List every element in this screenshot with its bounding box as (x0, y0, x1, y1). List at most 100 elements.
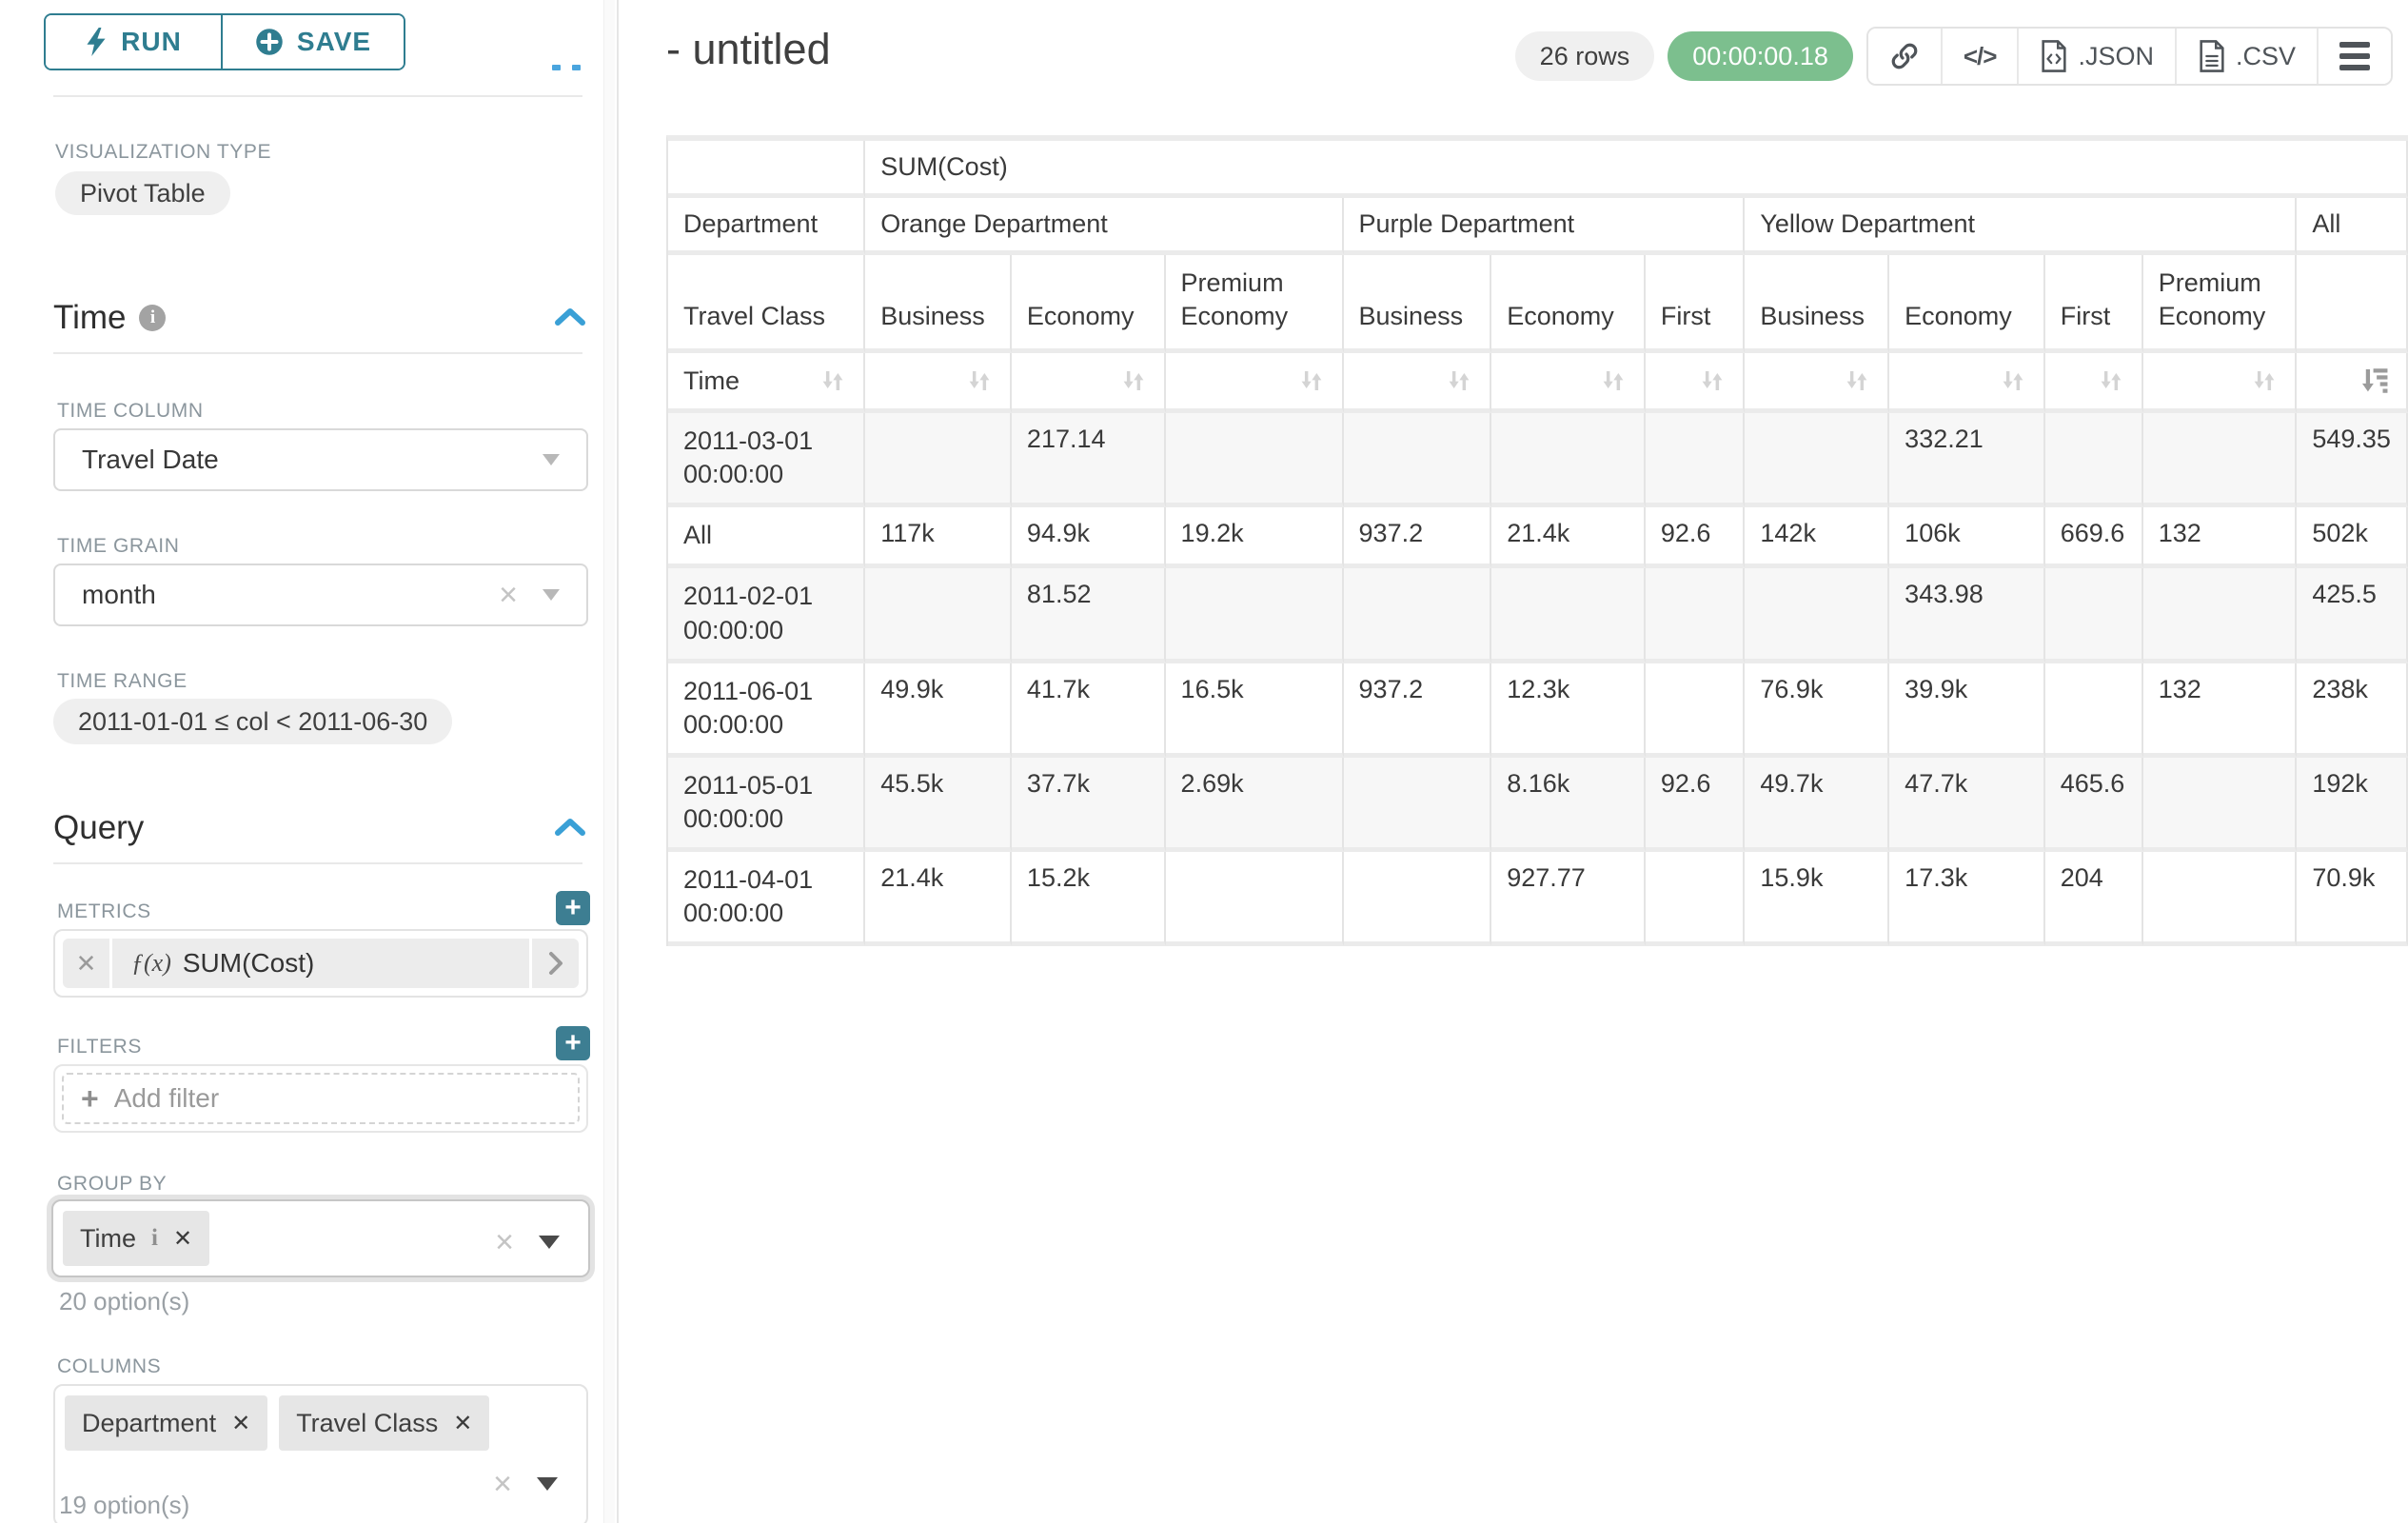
caret-down-icon[interactable] (539, 1236, 560, 1249)
panel-scrollbar[interactable] (603, 0, 615, 1523)
sort-icon[interactable] (1842, 366, 1872, 396)
pivot-value-cell (1165, 413, 1344, 508)
sort-icon[interactable] (1998, 366, 2028, 396)
pivot-column-header: Business (1745, 255, 1890, 354)
sort-icon[interactable] (1598, 366, 1628, 396)
chevron-up-icon[interactable] (554, 307, 586, 327)
pivot-value-cell: 76.9k (1745, 663, 1890, 758)
query-section-header[interactable]: Query (53, 809, 144, 847)
time-grain-select[interactable]: month × (53, 564, 588, 626)
share-link-button[interactable] (1867, 29, 1943, 84)
dimension-tag[interactable]: Department ✕ (65, 1395, 268, 1451)
sort-icon[interactable] (1118, 366, 1149, 396)
pivot-value-cell (2142, 757, 2298, 853)
time-grain-value: month (82, 580, 156, 609)
chart-title[interactable]: - untitled (666, 25, 831, 73)
export-csv-button[interactable]: .CSV (2176, 29, 2319, 84)
export-button-group: </> .JSON .CSV (1865, 27, 2393, 86)
add-filter-button[interactable]: + Add filter (62, 1073, 580, 1124)
pivot-table-row: 2011-06-01 00:00:00 49.9k 41.7k 16.5k 937.2 1… (668, 663, 2408, 758)
remove-tag-icon[interactable]: ✕ (231, 1410, 251, 1436)
remove-tag-icon[interactable]: ✕ (172, 1225, 193, 1252)
pivot-value-cell: 937.2 (1343, 663, 1492, 758)
sort-desc-icon[interactable] (2359, 365, 2391, 397)
pivot-value-cell: 192k (2297, 757, 2408, 853)
csv-button-label: .CSV (2235, 41, 2296, 70)
dimension-tag[interactable]: Travel Class ✕ (279, 1395, 490, 1451)
remove-tag-icon[interactable]: ✕ (453, 1410, 473, 1436)
pivot-row-header: 2011-05-01 00:00:00 (668, 757, 866, 853)
save-button-label: SAVE (296, 27, 372, 56)
pivot-row-header: 2011-02-01 00:00:00 (668, 568, 866, 663)
pivot-value-cell: 332.21 (1889, 413, 2045, 508)
pivot-value-cell: 343.98 (1889, 568, 2045, 663)
pivot-value-cell: 92.6 (1645, 507, 1746, 569)
pivot-sort-cell (1165, 353, 1344, 414)
header-toolbar: 26 rows 00:00:00.18 </> (1514, 27, 2393, 86)
info-icon[interactable]: i (139, 305, 167, 331)
more-options-button[interactable] (2319, 29, 2391, 84)
clear-icon[interactable]: × (493, 1466, 512, 1502)
pivot-rows-dimension-label: Time (668, 353, 866, 414)
viz-type-label: VISUALIZATION TYPE (55, 141, 272, 163)
chevron-up-icon[interactable] (554, 817, 586, 838)
pivot-value-cell: 217.14 (1011, 413, 1166, 508)
time-column-select[interactable]: Travel Date (53, 428, 588, 491)
chevron-right-icon[interactable] (529, 939, 579, 988)
pivot-table-row: 2011-04-01 00:00:00 21.4k 15.2k 927.77 15.9k… (668, 852, 2408, 947)
pivot-value-cell: 21.4k (865, 852, 1012, 947)
tag-label: Department (82, 1408, 217, 1437)
sort-icon[interactable] (1697, 366, 1727, 396)
info-icon[interactable]: i (151, 1225, 158, 1251)
pivot-value-cell: 92.6 (1645, 757, 1746, 853)
caret-down-icon (543, 454, 560, 465)
sort-icon[interactable] (2096, 366, 2126, 396)
divider (53, 862, 582, 864)
pivot-sort-cell (1889, 353, 2045, 414)
panel-handle-dot (552, 65, 561, 70)
clear-icon[interactable]: × (499, 577, 518, 613)
dimension-tag[interactable]: Time i ✕ (63, 1211, 210, 1266)
metric-pill[interactable]: ✕ ƒ(x) SUM(Cost) (63, 939, 579, 988)
pivot-table-row: 2011-05-01 00:00:00 45.5k 37.7k 2.69k 8.16k 9… (668, 757, 2408, 853)
pivot-sort-cell (1343, 353, 1492, 414)
query-timer-badge: 00:00:00.18 (1668, 31, 1853, 81)
sort-icon[interactable] (1444, 366, 1474, 396)
metrics-container: ✕ ƒ(x) SUM(Cost) (53, 929, 588, 998)
pivot-sort-cell (2142, 353, 2298, 414)
pivot-value-cell: 16.5k (1165, 663, 1344, 758)
clear-icon[interactable]: × (495, 1224, 514, 1260)
pivot-table-grid: SUM(Cost) Department Orange Department Purp… (666, 135, 2408, 947)
metric-label[interactable]: ƒ(x) SUM(Cost) (112, 939, 529, 988)
pivot-value-cell: 12.3k (1491, 663, 1646, 758)
tag-label: Time (80, 1223, 136, 1253)
pivot-value-cell: 669.6 (2044, 507, 2143, 569)
sort-icon[interactable] (1296, 366, 1327, 396)
export-json-button[interactable]: .JSON (2019, 29, 2177, 84)
divider (53, 352, 582, 354)
pivot-sort-cell (1011, 353, 1166, 414)
group-by-tags: Time i ✕ (63, 1211, 210, 1266)
columns-options-note: 19 option(s) (59, 1491, 190, 1519)
add-metric-button[interactable]: + (556, 891, 590, 925)
pivot-value-cell (1745, 413, 1890, 508)
pivot-value-cell (2044, 663, 2143, 758)
sort-icon[interactable] (818, 366, 848, 396)
viz-type-pill[interactable]: Pivot Table (55, 171, 230, 215)
sort-icon[interactable] (964, 366, 995, 396)
remove-metric-icon[interactable]: ✕ (63, 939, 112, 988)
caret-down-icon[interactable] (537, 1477, 558, 1491)
pivot-value-cell (1645, 568, 1746, 663)
save-button[interactable]: SAVE (223, 15, 404, 69)
columns-select[interactable]: Department ✕ Travel Class ✕ × (53, 1384, 588, 1523)
pivot-value-cell: 15.9k (1745, 852, 1890, 947)
add-filter-plus-button[interactable]: + (556, 1026, 590, 1060)
sort-icon[interactable] (2249, 366, 2280, 396)
group-by-select[interactable]: Time i ✕ × (51, 1199, 590, 1277)
view-query-button[interactable]: </> (1942, 29, 2020, 84)
time-range-pill[interactable]: 2011-01-01 ≤ col < 2011-06-30 (53, 699, 453, 744)
pivot-value-cell: 502k (2297, 507, 2408, 569)
time-section-header[interactable]: Time i (53, 299, 167, 337)
run-button[interactable]: RUN (46, 15, 223, 69)
pivot-value-cell: 45.5k (865, 757, 1012, 853)
